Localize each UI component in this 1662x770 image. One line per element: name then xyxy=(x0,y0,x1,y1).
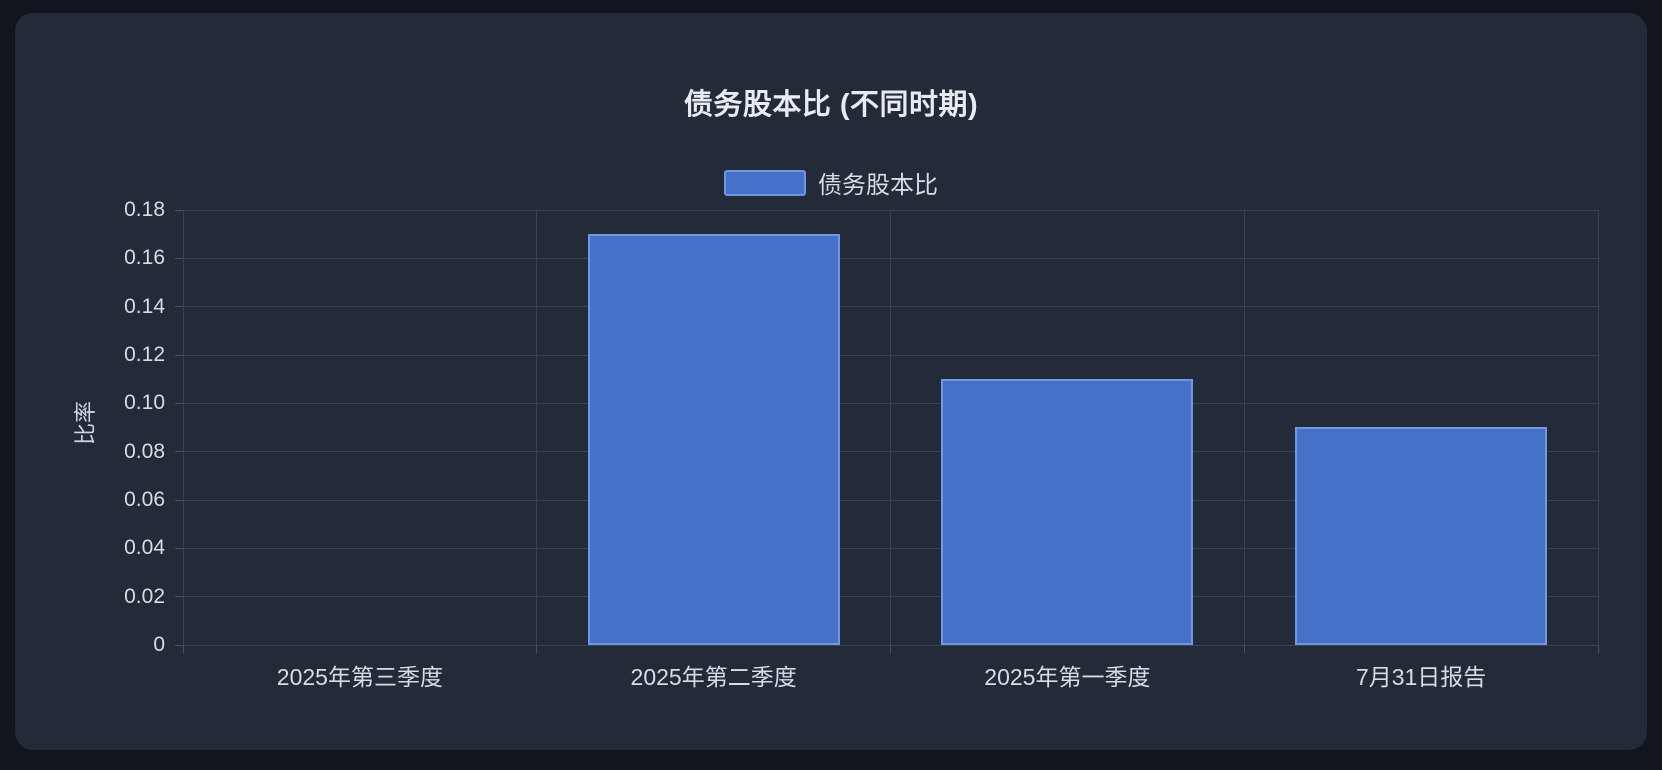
gridline-vertical xyxy=(890,210,891,645)
x-axis-tick xyxy=(536,645,538,653)
legend-swatch-icon xyxy=(724,169,806,196)
y-tick-label: 0.02 xyxy=(124,584,165,608)
y-axis-tick xyxy=(175,306,183,308)
legend: 债务股本比 xyxy=(15,165,1647,200)
y-axis-tick xyxy=(175,499,183,501)
y-tick-label: 0.10 xyxy=(124,391,165,415)
x-axis-tick xyxy=(890,645,891,653)
x-axis-tick xyxy=(182,645,184,653)
y-axis-tick xyxy=(175,451,183,453)
gridline-vertical xyxy=(1597,210,1599,645)
y-tick-label: 0.08 xyxy=(124,439,165,463)
bar[interactable] xyxy=(941,379,1193,645)
gridline-vertical xyxy=(536,210,538,645)
y-axis-tick xyxy=(175,596,183,598)
y-tick-label: 0.14 xyxy=(124,294,165,318)
chart-title: 债务股本比 (不同时期) xyxy=(683,89,979,121)
x-axis-tick xyxy=(1243,645,1245,653)
bar[interactable] xyxy=(1295,427,1547,645)
chart-panel: 债务股本比 (不同时期) 债务股本比 比率 0 0.02 0.04 0.06 0.08 0… xyxy=(15,13,1647,750)
legend-label: 债务股本比 xyxy=(818,172,938,199)
bar[interactable] xyxy=(588,234,840,645)
y-axis-tick xyxy=(175,644,183,646)
y-axis-tick xyxy=(175,547,183,549)
x-tick-label: 2025年第三季度 xyxy=(276,664,443,690)
gridline-vertical xyxy=(1243,210,1245,645)
legend-item-debt-equity[interactable]: 债务股本比 xyxy=(724,165,938,200)
y-axis-tick xyxy=(175,257,183,259)
y-axis-tick xyxy=(175,354,183,356)
x-axis-tick xyxy=(1597,645,1599,653)
y-tick-label: 0 xyxy=(153,633,165,656)
y-axis-tick xyxy=(175,402,183,404)
x-tick-label: 2025年第二季度 xyxy=(630,664,797,690)
gridline-vertical xyxy=(182,210,184,645)
y-tick-label: 0.04 xyxy=(124,536,165,560)
y-tick-label: 0.06 xyxy=(124,488,165,511)
y-tick-label: 0.12 xyxy=(124,343,165,366)
y-tick-label: 0.18 xyxy=(124,198,165,221)
x-tick-label: 2025年第一季度 xyxy=(984,664,1151,690)
x-tick-label: 7月31日报告 xyxy=(1355,664,1487,690)
y-tick-label: 0.16 xyxy=(124,246,165,270)
y-axis-tick xyxy=(175,209,183,211)
